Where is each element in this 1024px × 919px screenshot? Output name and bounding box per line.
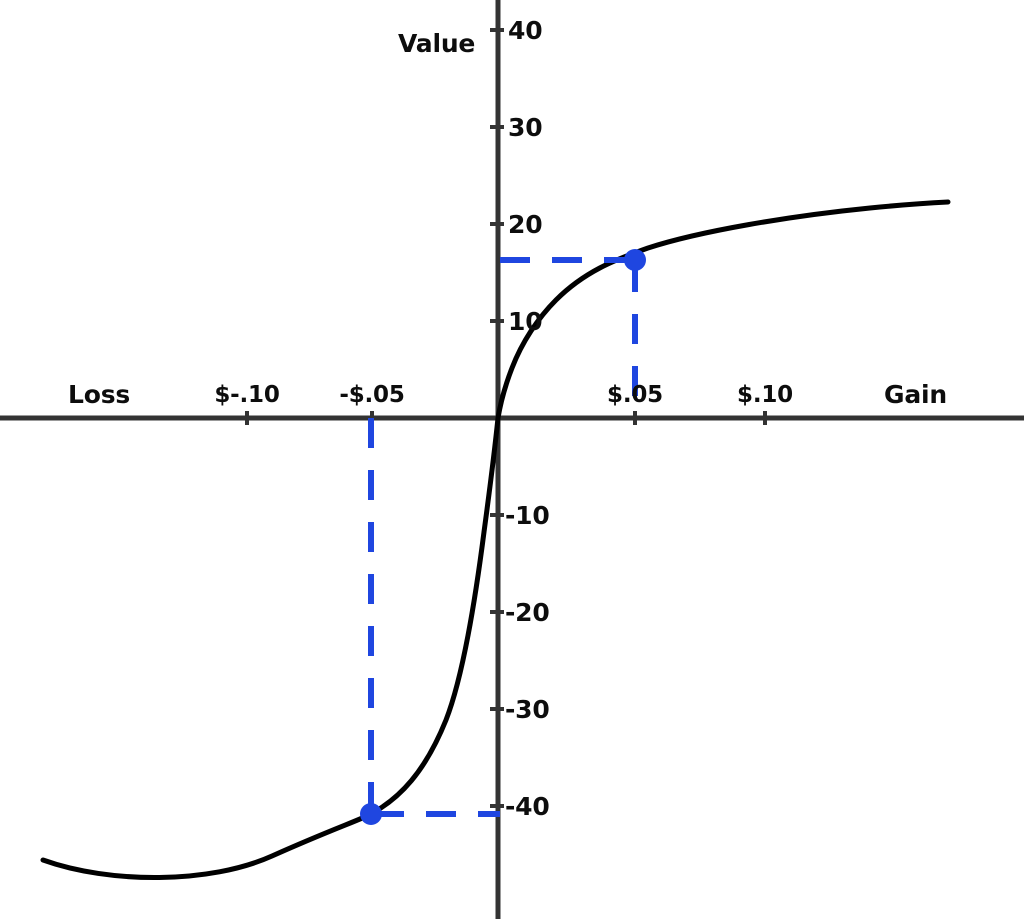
value-function-curve — [40, 199, 951, 880]
x-tick-label-neg-10: $-.10 — [214, 382, 280, 408]
y-tick-label-10: 10 — [508, 307, 543, 336]
x-axis-title-gain: Gain — [884, 380, 947, 409]
x-axis-title-loss: Loss — [68, 380, 131, 409]
y-tick-label-20: 20 — [508, 210, 543, 239]
y-tick-label-neg-10: -10 — [505, 501, 550, 530]
y-tick-label-neg-40: -40 — [505, 792, 550, 821]
x-tick-label-pos-05: $.05 — [607, 382, 663, 408]
y-axis-title: Value — [398, 29, 476, 58]
y-tick-label-30: 30 — [508, 113, 543, 142]
gain-reference-point — [624, 249, 646, 271]
y-tick-label-neg-20: -20 — [505, 598, 550, 627]
y-tick-label-neg-30: -30 — [505, 695, 550, 724]
x-tick-label-pos-10: $.10 — [737, 382, 793, 408]
x-tick-label-neg-05: -$.05 — [339, 382, 405, 408]
y-tick-label-40: 40 — [508, 16, 543, 45]
loss-reference-point — [360, 803, 382, 825]
y-axis-ticks — [490, 28, 504, 808]
